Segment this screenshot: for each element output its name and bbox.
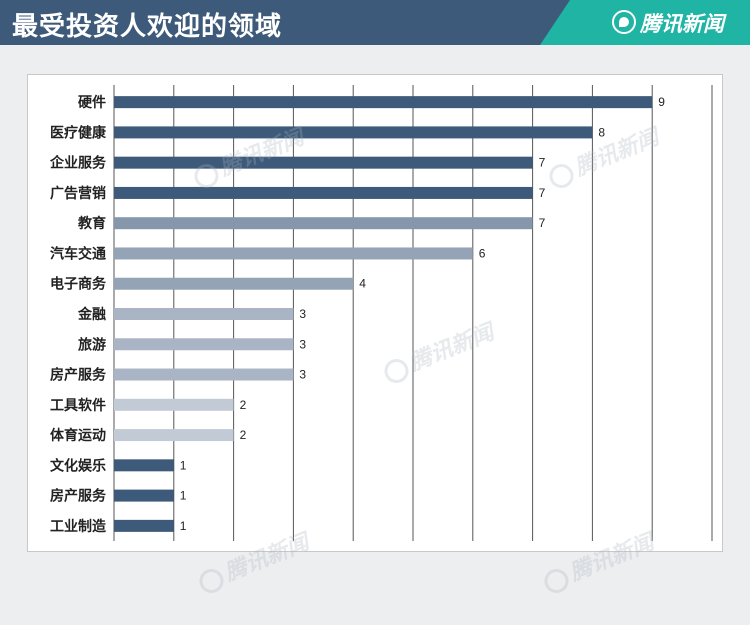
bar bbox=[114, 519, 174, 532]
category-label: 教育 bbox=[78, 215, 106, 232]
bar bbox=[114, 96, 653, 109]
bar bbox=[114, 489, 174, 502]
bar bbox=[114, 308, 294, 320]
bar bbox=[114, 126, 593, 139]
bar bbox=[114, 398, 234, 411]
data-label: 4 bbox=[359, 277, 366, 291]
data-label: 2 bbox=[240, 398, 247, 412]
category-label: 电子商务 bbox=[50, 276, 107, 293]
data-label: 7 bbox=[539, 156, 546, 170]
data-label: 7 bbox=[539, 186, 546, 200]
data-label: 1 bbox=[180, 489, 187, 503]
data-label: 8 bbox=[598, 125, 605, 139]
category-label: 体育运动 bbox=[50, 427, 106, 444]
category-label: 房产服务 bbox=[50, 488, 107, 505]
brand-name: 腾讯新闻 bbox=[640, 12, 724, 36]
data-label: 6 bbox=[479, 246, 486, 260]
category-label: 旅游 bbox=[78, 336, 106, 353]
bar bbox=[114, 277, 354, 290]
data-label: 1 bbox=[180, 519, 187, 533]
bar bbox=[114, 247, 473, 260]
data-label: 1 bbox=[180, 458, 187, 472]
category-label: 硬件 bbox=[78, 94, 106, 111]
category-label: 金融 bbox=[77, 306, 106, 323]
brand-panel: 腾讯新闻 bbox=[540, 0, 750, 45]
data-label: 3 bbox=[299, 307, 306, 321]
category-label: 广告营销 bbox=[50, 185, 106, 202]
category-label: 工具软件 bbox=[50, 397, 106, 414]
tencent-news-logo-icon bbox=[612, 10, 636, 34]
data-label: 9 bbox=[658, 95, 665, 109]
bar bbox=[114, 217, 533, 230]
category-label: 工业制造 bbox=[50, 518, 106, 535]
bar bbox=[114, 156, 533, 169]
bar bbox=[114, 459, 174, 472]
data-label: 3 bbox=[299, 368, 306, 382]
data-label: 3 bbox=[299, 337, 306, 351]
bar bbox=[114, 429, 234, 442]
data-label: 2 bbox=[240, 428, 247, 442]
bar bbox=[114, 338, 294, 351]
category-label: 文化娱乐 bbox=[50, 457, 106, 474]
category-label: 医疗健康 bbox=[50, 124, 107, 141]
chart-container: 硬件 9 医疗健康 8 企业服务 7 广告营销 7 教育 7 汽车交通 6 电子商务 4 金融 3 旅游 3 房产服… bbox=[27, 74, 723, 552]
bar bbox=[114, 186, 533, 199]
header-bar: 最受投资人欢迎的领域 腾讯新闻 bbox=[0, 0, 750, 45]
page-title: 最受投资人欢迎的领域 bbox=[12, 12, 283, 42]
category-label: 汽车交通 bbox=[50, 245, 106, 262]
category-label: 企业服务 bbox=[49, 155, 107, 172]
bar-chart: 硬件 9 医疗健康 8 企业服务 7 广告营销 7 教育 7 汽车交通 6 电子商务 4 金融 3 旅游 3 房产服… bbox=[49, 85, 713, 541]
category-label: 房产服务 bbox=[50, 367, 107, 384]
bar bbox=[114, 368, 294, 381]
data-label: 7 bbox=[539, 216, 546, 230]
